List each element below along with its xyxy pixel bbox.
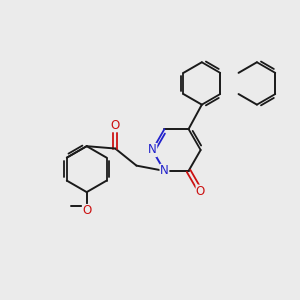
Text: O: O: [196, 184, 205, 198]
Text: O: O: [111, 119, 120, 132]
Text: N: N: [148, 143, 157, 157]
Text: O: O: [82, 204, 91, 217]
Text: N: N: [160, 164, 169, 177]
